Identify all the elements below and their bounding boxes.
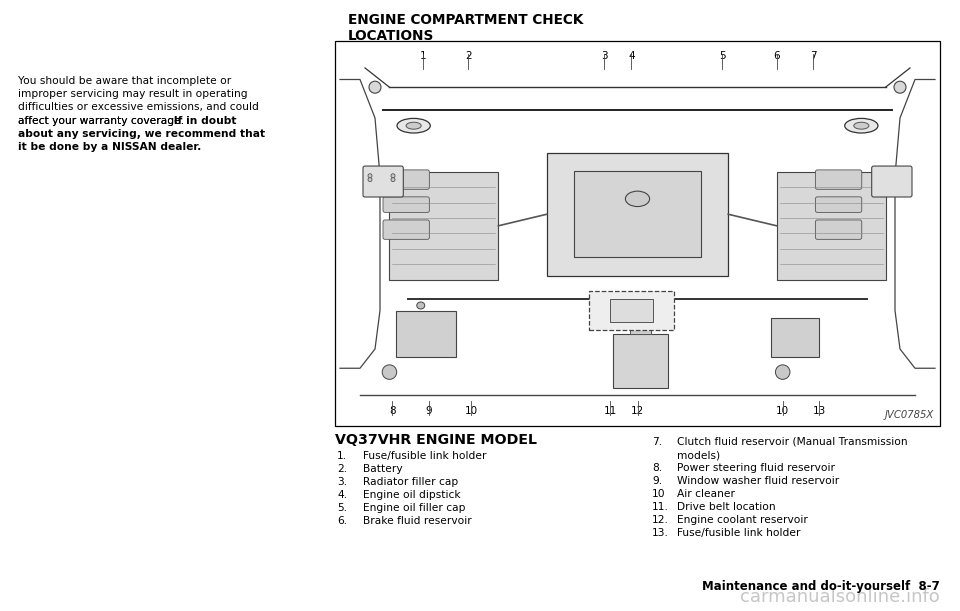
FancyBboxPatch shape [815, 197, 862, 213]
Bar [589, 291, 674, 330]
FancyBboxPatch shape [872, 166, 912, 197]
Text: 8: 8 [389, 406, 396, 416]
Text: If in doubt: If in doubt [170, 115, 236, 126]
Text: carmanualsonline.info: carmanualsonline.info [740, 588, 940, 606]
FancyBboxPatch shape [383, 220, 429, 240]
Text: Engine oil filler cap: Engine oil filler cap [363, 503, 466, 513]
Text: 1.: 1. [337, 451, 348, 461]
Ellipse shape [853, 122, 869, 129]
Text: 5.: 5. [337, 503, 347, 513]
Text: 12.: 12. [652, 515, 669, 525]
Ellipse shape [417, 302, 424, 309]
Text: Engine coolant reservoir: Engine coolant reservoir [677, 515, 808, 525]
FancyBboxPatch shape [815, 220, 862, 240]
Bar [630, 318, 652, 334]
Bar [335, 41, 940, 426]
Text: 8.: 8. [652, 463, 662, 473]
Text: 9.: 9. [652, 476, 662, 486]
Text: Air cleaner: Air cleaner [677, 489, 735, 499]
Text: 11: 11 [604, 406, 617, 416]
Text: Drive belt location: Drive belt location [677, 502, 776, 512]
Text: Radiator filler cap: Radiator filler cap [363, 477, 458, 487]
Text: difficulties or excessive emissions, and could: difficulties or excessive emissions, and… [18, 103, 259, 112]
Ellipse shape [625, 191, 650, 207]
Text: Engine oil dipstick: Engine oil dipstick [363, 490, 461, 500]
Text: 7.: 7. [652, 437, 662, 447]
Bar [613, 334, 668, 387]
Text: affect your warranty coverage.: affect your warranty coverage. [18, 115, 184, 126]
Text: Battery: Battery [363, 464, 402, 474]
Text: models): models) [677, 450, 720, 460]
Bar [574, 171, 701, 257]
Text: You should be aware that incomplete or: You should be aware that incomplete or [18, 76, 231, 86]
Ellipse shape [845, 119, 878, 133]
Text: VQ37VHR ENGINE MODEL: VQ37VHR ENGINE MODEL [335, 433, 537, 447]
Text: 12: 12 [631, 406, 644, 416]
Text: it be done by a NISSAN dealer.: it be done by a NISSAN dealer. [18, 142, 202, 152]
Text: 10: 10 [776, 406, 789, 416]
Text: Brake fluid reservoir: Brake fluid reservoir [363, 516, 471, 526]
Ellipse shape [406, 122, 421, 129]
Text: JVC0785X: JVC0785X [885, 410, 934, 420]
Text: Clutch fluid reservoir (Manual Transmission: Clutch fluid reservoir (Manual Transmiss… [677, 437, 907, 447]
Text: improper servicing may result in operating: improper servicing may result in operati… [18, 89, 248, 99]
Text: 9: 9 [425, 406, 432, 416]
Bar [396, 310, 456, 357]
FancyBboxPatch shape [383, 170, 429, 189]
Text: Power steering fluid reservoir: Power steering fluid reservoir [677, 463, 835, 473]
Ellipse shape [397, 119, 430, 133]
Text: 4: 4 [628, 51, 635, 61]
Text: 6: 6 [774, 51, 780, 61]
Text: affect your warranty coverage.: affect your warranty coverage. [18, 115, 184, 126]
Text: 10: 10 [465, 406, 478, 416]
FancyBboxPatch shape [383, 197, 429, 213]
Text: 2: 2 [465, 51, 471, 61]
Text: 3: 3 [601, 51, 608, 61]
Text: LOCATIONS: LOCATIONS [348, 29, 434, 43]
Text: Window washer fluid reservoir: Window washer fluid reservoir [677, 476, 839, 486]
Text: 1: 1 [420, 51, 426, 61]
Text: 10: 10 [652, 489, 665, 499]
Text: 13.: 13. [652, 528, 669, 538]
Text: Fuse/fusible link holder: Fuse/fusible link holder [677, 528, 801, 538]
Bar [390, 172, 498, 280]
Text: 4.: 4. [337, 490, 348, 500]
Circle shape [368, 174, 372, 178]
Text: 13: 13 [812, 406, 826, 416]
Bar [611, 299, 653, 322]
Text: Fuse/fusible link holder: Fuse/fusible link holder [363, 451, 487, 461]
Circle shape [382, 365, 396, 379]
Text: ENGINE COMPARTMENT CHECK: ENGINE COMPARTMENT CHECK [348, 13, 584, 27]
Bar [771, 318, 819, 357]
Circle shape [369, 81, 381, 93]
Bar [547, 153, 729, 276]
Circle shape [391, 178, 395, 181]
Circle shape [776, 365, 790, 379]
FancyBboxPatch shape [815, 170, 862, 189]
Text: Maintenance and do-it-yourself  8-7: Maintenance and do-it-yourself 8-7 [703, 580, 940, 593]
Circle shape [368, 178, 372, 181]
Bar [777, 172, 885, 280]
Text: 11.: 11. [652, 502, 669, 512]
Text: 2.: 2. [337, 464, 348, 474]
Text: about any servicing, we recommend that: about any servicing, we recommend that [18, 129, 265, 139]
Circle shape [894, 81, 906, 93]
FancyBboxPatch shape [363, 166, 403, 197]
Text: 7: 7 [809, 51, 816, 61]
Text: 6.: 6. [337, 516, 348, 526]
Text: 5: 5 [719, 51, 726, 61]
Circle shape [391, 174, 395, 178]
Text: 3.: 3. [337, 477, 348, 487]
